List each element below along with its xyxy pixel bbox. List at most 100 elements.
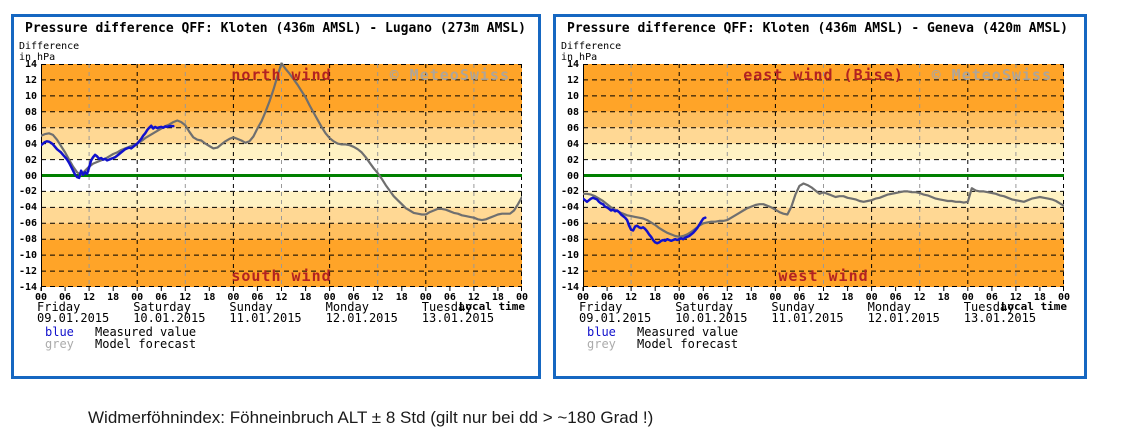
meteoswiss-watermark: © MeteoSwiss <box>931 66 1052 84</box>
x-tick-label: 06 <box>251 292 264 303</box>
x-tick-label: 06 <box>443 292 456 303</box>
day-date-label: 09.01.2015 <box>37 311 110 325</box>
legend-label-measured: Measured value <box>95 325 197 339</box>
x-tick-label: 18 <box>491 292 504 303</box>
y-tick-label: 06 <box>24 122 37 134</box>
x-tick-label: 12 <box>817 292 830 303</box>
chart-title: Pressure difference QFF: Kloten (436m AM… <box>25 21 526 36</box>
x-tick-label: 12 <box>179 292 192 303</box>
y-axis-label-line2: in hPa <box>561 52 598 63</box>
x-tick-label: 06 <box>985 292 998 303</box>
plot-area: east wind (Bise) west wind © MeteoSwiss <box>582 64 1064 291</box>
x-tick-label: 12 <box>467 292 480 303</box>
y-axis-label-line1: Difference <box>561 41 622 52</box>
day-name-label: Sunday <box>229 300 273 314</box>
day-date-label: 11.01.2015 <box>771 311 844 325</box>
x-tick-label: 12 <box>83 292 96 303</box>
day-date-label: 13.01.2015 <box>421 311 495 325</box>
wind-label-top: north wind <box>231 66 332 84</box>
y-tick-label: 10 <box>24 90 37 102</box>
x-tick-label: 18 <box>1033 292 1046 303</box>
y-tick-label: -12 <box>560 266 579 278</box>
y-tick-label: 10 <box>566 90 579 102</box>
day-name-label: Monday <box>325 300 369 314</box>
wind-label-bottom: south wind <box>231 267 332 285</box>
x-tick-label: 12 <box>913 292 926 303</box>
y-tick-label: 06 <box>566 122 579 134</box>
x-tick-label: 00 <box>131 292 144 303</box>
y-tick-label: -04 <box>560 202 579 214</box>
day-date-label: 09.01.2015 <box>579 311 652 325</box>
y-tick-label: -10 <box>18 250 37 262</box>
x-tick-label: 06 <box>59 292 72 303</box>
y-tick-label: 02 <box>566 154 579 166</box>
y-tick-label: 00 <box>24 170 37 182</box>
day-date-label: 12.01.2015 <box>867 311 940 325</box>
day-name-label: Friday <box>579 300 623 314</box>
day-name-label: Saturday <box>133 300 191 314</box>
y-tick-label: 14 <box>566 59 579 70</box>
y-tick-label: 04 <box>24 138 37 150</box>
day-name-label: Friday <box>37 300 81 314</box>
day-date-label: 13.01.2015 <box>963 311 1037 325</box>
x-tick-label: 00 <box>515 292 529 303</box>
meteoswiss-watermark: © MeteoSwiss <box>389 66 510 84</box>
y-tick-label: -06 <box>18 218 37 230</box>
x-tick-label: 00 <box>576 292 590 303</box>
day-name-label: Tuesday <box>421 300 473 314</box>
day-date-label: 12.01.2015 <box>325 311 398 325</box>
wind-label-top: east wind (Bise) <box>743 66 904 84</box>
legend-swatch-forecast: grey <box>587 337 616 351</box>
x-tick-label: 00 <box>961 292 974 303</box>
legend-swatch-measured: blue <box>45 325 74 339</box>
plot-area: north wind south wind © MeteoSwiss <box>40 62 522 291</box>
x-tick-label: 00 <box>323 292 336 303</box>
x-tick-label: 00 <box>1057 292 1071 303</box>
y-axis-label-line2: in hPa <box>19 52 56 63</box>
y-axis-label-line1: Difference <box>19 41 80 52</box>
day-name-label: Tuesday <box>963 300 1015 314</box>
x-tick-label: 00 <box>34 292 48 303</box>
x-tick-label: 00 <box>865 292 878 303</box>
x-tick-label: 12 <box>275 292 288 303</box>
x-tick-label: 18 <box>649 292 662 303</box>
x-tick-label: 12 <box>371 292 384 303</box>
x-tick-label: 18 <box>841 292 854 303</box>
x-tick-label: 00 <box>769 292 782 303</box>
x-tick-label: 06 <box>601 292 614 303</box>
y-tick-label: 02 <box>24 154 37 166</box>
x-tick-label: 06 <box>155 292 168 303</box>
legend-swatch-measured: blue <box>587 325 616 339</box>
x-tick-label: 00 <box>227 292 240 303</box>
y-tick-label: -06 <box>560 218 579 230</box>
day-date-label: 11.01.2015 <box>229 311 302 325</box>
day-name-label: Monday <box>867 300 911 314</box>
x-tick-label: 12 <box>721 292 734 303</box>
x-tick-label: 18 <box>299 292 312 303</box>
legend-label-measured: Measured value <box>637 325 739 339</box>
day-date-label: 10.01.2015 <box>133 311 206 325</box>
y-tick-label: 04 <box>566 138 579 150</box>
x-tick-label: 06 <box>793 292 806 303</box>
wind-label-bottom: west wind <box>778 267 869 285</box>
day-date-label: 10.01.2015 <box>675 311 748 325</box>
chart-panel-kloten-geneva: Pressure difference QFF: Kloten (436m AM… <box>553 14 1087 379</box>
y-tick-label: -14 <box>18 282 37 293</box>
y-tick-label: 12 <box>24 74 37 86</box>
x-tick-label: 00 <box>673 292 686 303</box>
x-tick-label: 06 <box>347 292 360 303</box>
x-tick-label: 00 <box>419 292 432 303</box>
chart-title: Pressure difference QFF: Kloten (436m AM… <box>567 21 1068 36</box>
widmer-foehn-index-caption: Widmerföhnindex: Föhneinbruch ALT ± 8 St… <box>88 408 654 427</box>
legend-label-forecast: Model forecast <box>637 337 739 351</box>
local-time-label: Local time <box>458 300 525 313</box>
day-name-label: Sunday <box>771 300 815 314</box>
x-tick-label: 18 <box>745 292 758 303</box>
y-tick-label: 00 <box>566 170 579 182</box>
y-tick-label: -04 <box>18 202 37 214</box>
y-tick-label: 08 <box>566 106 579 118</box>
x-tick-label: 12 <box>1009 292 1022 303</box>
legend-label-forecast: Model forecast <box>95 337 197 351</box>
x-tick-label: 18 <box>937 292 950 303</box>
